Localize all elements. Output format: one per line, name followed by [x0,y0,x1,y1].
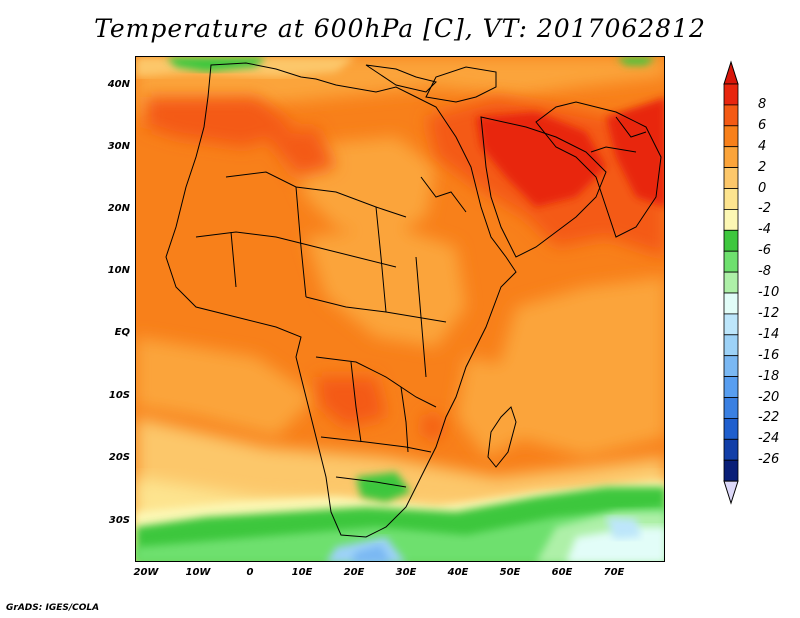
colorbar-label: -18 [758,368,780,384]
colorbar-swatch [723,438,739,461]
colorbar-swatch [723,459,739,482]
colorbar-label: -16 [758,347,780,363]
colorbar-swatch [723,125,739,148]
colorbar-top-arrow [723,60,739,85]
colorbar-label: -2 [758,201,771,217]
lon-label-20e: 20E [343,567,365,578]
colorbar-label: -10 [758,285,780,300]
colorbar-label: 4 [758,138,767,154]
map-title: Temperature at 600hPa [C], VT: 201706281… [94,14,706,43]
lon-label-30e: 30E [395,567,417,578]
lon-label-70e: 70E [603,567,625,578]
colorbar-swatch [723,188,739,210]
colorbar-label: 2 [758,159,767,175]
temperature-map [135,56,665,562]
lat-label-20s: 20S [108,452,130,463]
grads-credit: GrADS: IGES/COLA [6,603,100,613]
colorbar [723,60,739,505]
lon-label-40e: 40E [447,567,469,578]
colorbar-label: 6 [758,117,767,133]
colorbar-swatch [723,250,739,273]
lon-label-0: 0 [246,567,254,578]
colorbar-bottom-arrow [723,480,739,505]
colorbar-swatch [723,167,739,189]
colorbar-swatch [723,292,739,315]
colorbar-label: -24 [758,431,780,447]
lat-label-10s: 10S [108,390,130,401]
colorbar-swatch [723,355,739,378]
colorbar-swatch [723,104,739,127]
colorbar-swatch [723,229,739,252]
colorbar-label: 8 [758,96,767,112]
colorbar-swatch [723,271,739,294]
colorbar-swatch [723,417,739,440]
colorbar-swatch [723,334,739,357]
lat-label-30s: 30S [108,515,130,526]
colorbar-swatch [723,376,739,398]
lon-label-20w: 20W [133,567,159,578]
colorbar-label: -4 [758,222,771,238]
lon-label-10w: 10W [185,567,211,578]
colorbar-swatch [723,208,739,231]
lat-label-20n: 20N [107,203,130,214]
temperature-field [136,57,664,561]
lon-label-10e: 10E [291,567,313,578]
colorbar-swatch [723,146,739,168]
colorbar-label: -12 [758,305,780,321]
colorbar-swatch [723,83,739,106]
colorbar-label: -14 [758,326,780,342]
lat-label-30n: 30N [107,141,130,152]
lon-label-60e: 60E [551,567,573,578]
colorbar-label: 0 [758,180,767,196]
coastlines [165,62,662,538]
lon-label-50e: 50E [499,567,521,578]
colorbar-label: -22 [758,410,780,426]
colorbar-label: -20 [758,389,780,405]
lat-label-10n: 10N [107,265,130,276]
lat-label-40n: 40N [107,79,130,90]
colorbar-label: -6 [758,243,771,259]
lat-label-eq: EQ [114,327,130,338]
colorbar-label: -26 [758,452,780,468]
colorbar-swatch [723,397,739,419]
colorbar-swatch [723,313,739,336]
colorbar-label: -8 [758,264,771,280]
